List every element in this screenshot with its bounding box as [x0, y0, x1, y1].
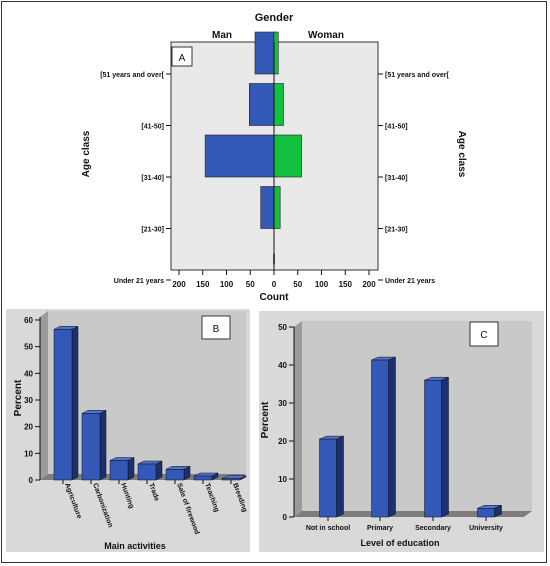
x-tick-label: Primary [367, 525, 393, 532]
y-tick-label: 0 [283, 513, 288, 522]
y-tick-label-left: Under 21 years [114, 278, 164, 285]
bar [424, 379, 442, 518]
x-tick-label: Secondary [415, 525, 451, 532]
y-tick-label: 50 [24, 343, 33, 352]
y-axis-label-c: Percent [260, 401, 271, 438]
y-tick-label-right: [41-50] [385, 124, 408, 131]
y-tick-label: 0 [29, 476, 34, 485]
y-tick-label: 50 [278, 323, 287, 332]
y-tick-label-right: [21-30] [385, 227, 408, 234]
x-tick-label: 50 [293, 280, 302, 289]
y-tick-label-left: [31-40] [141, 175, 164, 182]
y-axis-label-right: Age class [456, 131, 467, 178]
x-tick-label: 0 [272, 280, 277, 289]
x-tick-label: 100 [315, 280, 329, 289]
panel-label-box-c [469, 321, 499, 347]
x-tick-label: 50 [246, 280, 255, 289]
y-tick-label: 40 [278, 361, 287, 370]
bar [319, 438, 337, 518]
panel-label-c: C [480, 330, 487, 341]
bar-man [249, 83, 275, 126]
x-axis-label-b: Main activities [104, 541, 166, 551]
y-tick-label-right: Under 21 years [385, 278, 435, 285]
bar-side [388, 356, 396, 518]
y-tick-label-left: [51 years and over[ [100, 72, 164, 79]
plot-floor-c [294, 511, 532, 517]
y-tick-label: 20 [24, 423, 33, 432]
panel-label-b: B [213, 324, 220, 335]
y-tick-label-right: [51 years and over[ [385, 72, 449, 79]
y-axis-label-left: Age class [81, 130, 92, 177]
y-tick-label: 30 [278, 399, 287, 408]
plot-side-wall-b [40, 311, 48, 480]
y-tick-label-left: [21-30] [141, 227, 164, 234]
y-tick-label: 40 [24, 369, 33, 378]
pyramid-chart-a: Gender Man Woman A [51 years and over[ [4… [81, 12, 467, 303]
y-tick-label: 10 [24, 449, 33, 458]
x-tick-label: 150 [339, 280, 353, 289]
panel-label-box-b [201, 315, 231, 340]
y-tick-label-right: [31-40] [385, 175, 408, 182]
panel-label-box-a [171, 46, 193, 67]
bar-woman [273, 134, 302, 178]
bar [371, 359, 389, 518]
y-axis-label-b: Percent [13, 379, 24, 416]
y-tick-label-left: [41-50] [141, 124, 164, 131]
group-label-woman: Woman [308, 30, 344, 41]
x-axis-label-a: Count [260, 292, 290, 303]
plot-side-wall-c [294, 321, 302, 517]
bar-man [204, 134, 275, 178]
y-tick-label: 10 [278, 475, 287, 484]
bar-side [336, 435, 344, 518]
group-label-man: Man [212, 30, 232, 41]
bar-side [441, 376, 449, 518]
y-tick-label: 30 [24, 396, 33, 405]
x-tick-label: University [469, 525, 503, 532]
panel-label-a: A [179, 53, 186, 64]
plot-wall-c [294, 321, 532, 517]
x-tick-label: 100 [220, 280, 234, 289]
x-tick-label: 200 [362, 280, 376, 289]
x-tick-label: 200 [172, 280, 186, 289]
x-tick-label: Not in school [306, 525, 350, 532]
x-axis-label-c: Level of education [360, 538, 439, 548]
y-tick-label: 20 [278, 437, 287, 446]
y-tick-label: 60 [24, 316, 33, 325]
x-tick-label: 150 [196, 280, 210, 289]
title-a: Gender [255, 12, 294, 24]
bar [477, 508, 495, 518]
